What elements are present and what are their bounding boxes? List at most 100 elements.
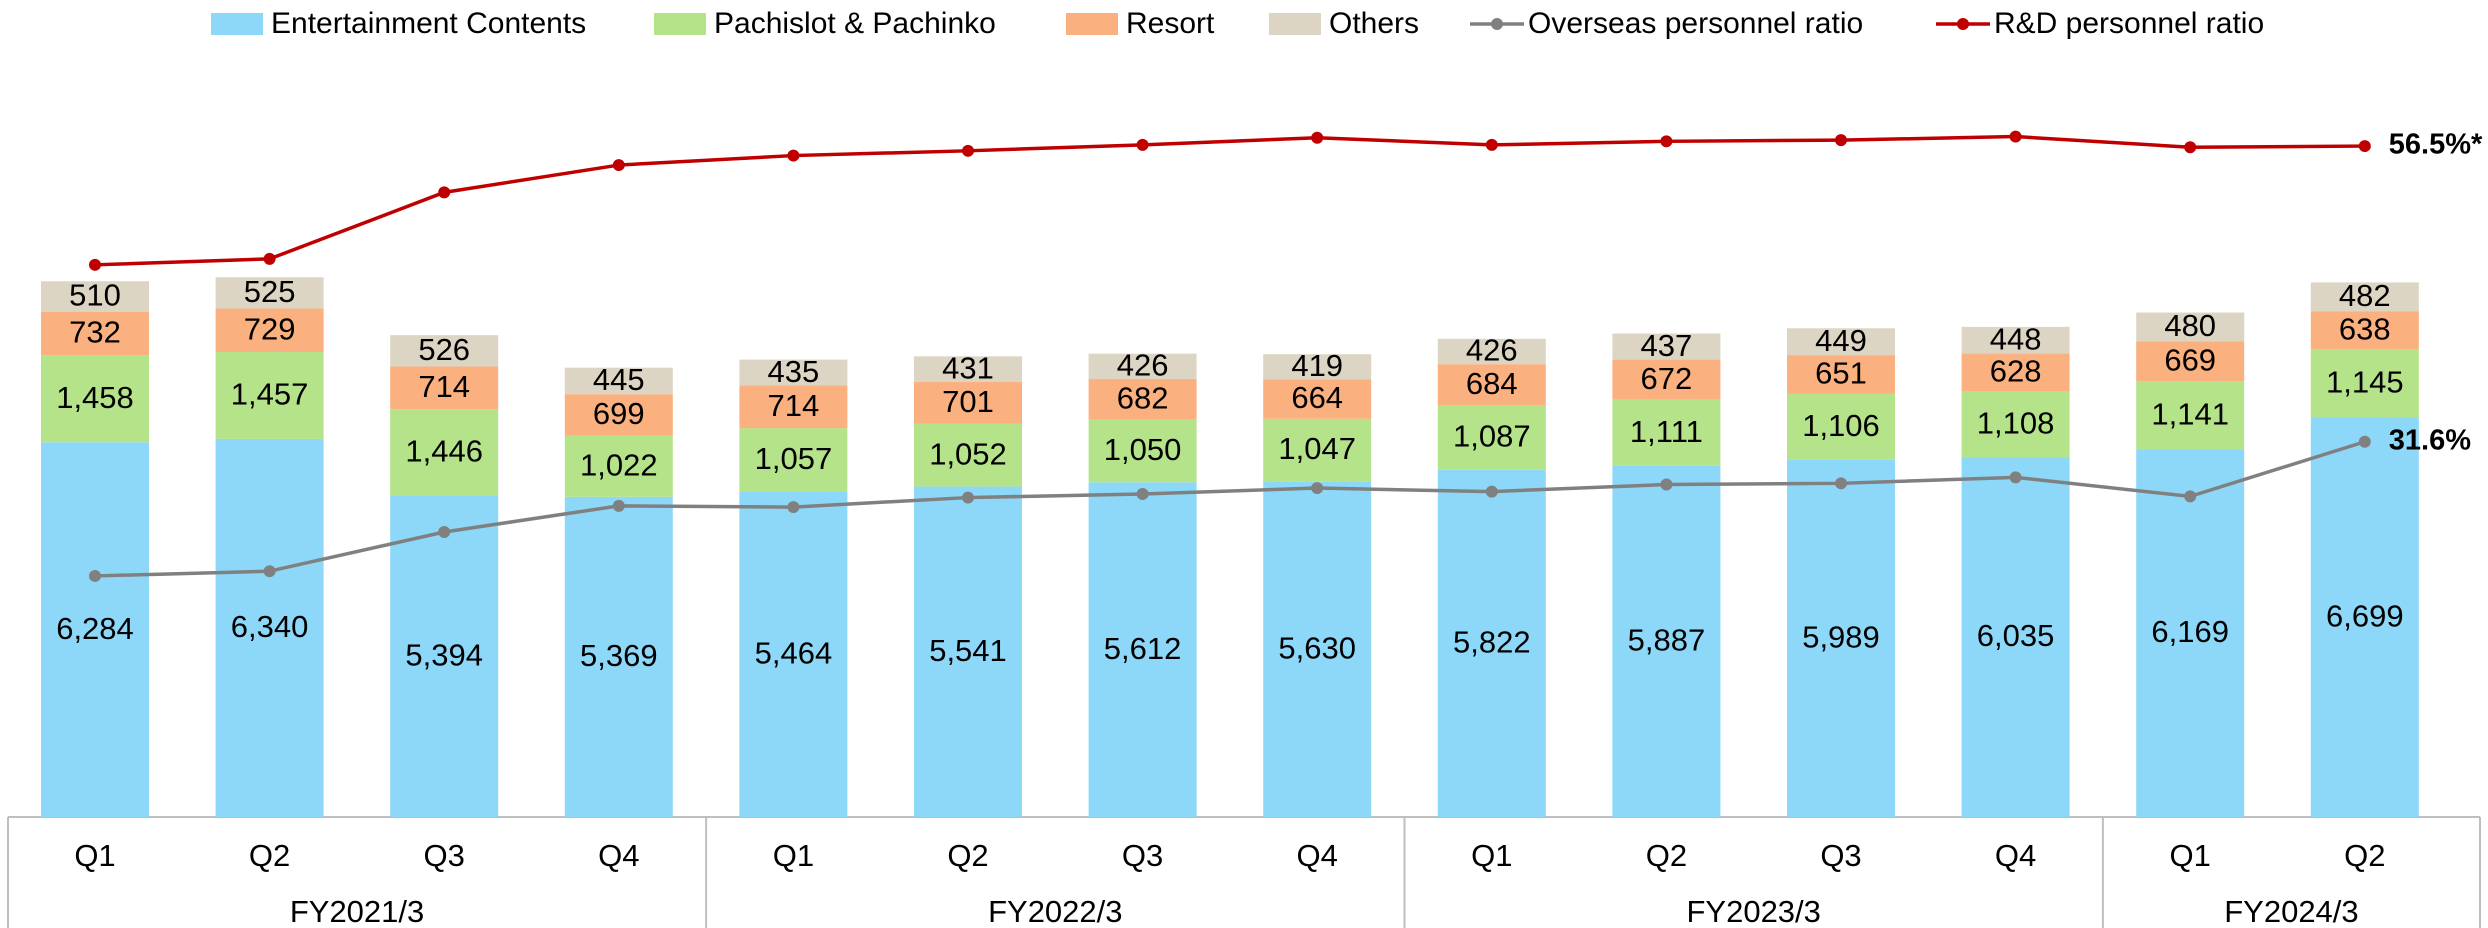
bar-segment <box>1263 379 1372 419</box>
bar-segment <box>390 366 499 410</box>
bar-label: 510 <box>69 278 121 313</box>
legend-label: Overseas personnel ratio <box>1528 7 1863 40</box>
legend-swatch <box>211 13 263 35</box>
bar-segment <box>564 496 673 817</box>
bar-label: 664 <box>1291 380 1343 415</box>
bar-label: 5,822 <box>1453 625 1531 660</box>
bar-segment <box>1961 391 2070 458</box>
bar-label: 699 <box>593 396 645 431</box>
bar-segment <box>1961 326 2070 354</box>
x-tick-label: Q1 <box>1471 838 1512 873</box>
bar-segment <box>1612 465 1721 817</box>
bar-label: 6,340 <box>231 609 309 644</box>
bar-label: 5,541 <box>929 633 1007 668</box>
bar-label: 684 <box>1466 366 1518 401</box>
legend-label: Entertainment Contents <box>271 7 586 40</box>
line-point <box>1136 488 1149 500</box>
x-tick-label: Q2 <box>2344 838 2385 873</box>
legend-swatch <box>1066 13 1118 35</box>
bar-segment <box>914 382 1022 424</box>
bar-segment <box>564 435 673 497</box>
x-tick-label: Q1 <box>2170 838 2211 873</box>
bar-segment <box>1263 354 1372 380</box>
bar-segment <box>215 352 324 439</box>
bar-label: 669 <box>2164 342 2216 377</box>
bar-label: 638 <box>2339 311 2391 346</box>
bar-label: 5,630 <box>1278 630 1356 665</box>
legend-point <box>1957 18 1969 30</box>
bar-label: 1,458 <box>56 380 134 415</box>
bar-segment <box>2136 381 2245 450</box>
line-point <box>1485 485 1498 498</box>
group-label: FY2024/3 <box>2224 894 2358 928</box>
bar-segment <box>914 486 1022 817</box>
bar-label: 6,699 <box>2326 598 2404 633</box>
bar-segment <box>390 335 499 367</box>
bar-label: 1,106 <box>1802 408 1880 443</box>
bar-label: 1,111 <box>1630 414 1703 449</box>
bar-label: 449 <box>1815 323 1867 358</box>
bar-segment <box>1437 469 1546 817</box>
bar-segment <box>739 359 848 386</box>
x-tick-label: Q3 <box>1122 838 1163 873</box>
line-point <box>1835 134 1847 147</box>
bar-segment <box>1961 353 2070 392</box>
bar-label: 5,464 <box>755 635 833 670</box>
bar-label: 1,052 <box>929 436 1007 471</box>
x-tick-label: Q1 <box>773 838 814 873</box>
bar-label: 426 <box>1117 348 1169 383</box>
bar-label: 480 <box>2164 308 2216 343</box>
bar-segment <box>1437 404 1546 470</box>
line-point <box>1660 478 1673 491</box>
bar-segment <box>2136 341 2245 382</box>
bar-segment <box>1787 328 1895 356</box>
bar-segment <box>1961 457 2070 817</box>
bar-segment <box>739 428 848 492</box>
legend-swatch <box>1269 13 1321 35</box>
line <box>94 134 2365 267</box>
line-point <box>962 491 974 504</box>
bar-label: 525 <box>244 274 296 309</box>
bar-segment <box>390 409 499 496</box>
legend-label: R&D personnel ratio <box>1994 7 2264 40</box>
line-point <box>263 565 276 578</box>
bar-segment <box>2136 449 2245 817</box>
bar-label: 5,394 <box>405 637 483 672</box>
line-point <box>2184 141 2197 154</box>
bar-label: 1,145 <box>2326 365 2404 400</box>
bar-label: 1,457 <box>231 377 309 412</box>
bar-segment <box>1437 338 1546 365</box>
group-label: FY2022/3 <box>988 894 1122 928</box>
line-point <box>2358 140 2371 153</box>
bar-label: 701 <box>942 384 994 419</box>
bar-label: 6,035 <box>1977 618 2055 653</box>
line-point <box>1311 482 1324 495</box>
bar-label: 482 <box>2339 278 2391 313</box>
bar-segment <box>1787 393 1895 460</box>
bar-label: 5,369 <box>580 638 658 673</box>
bar-segment <box>41 442 149 817</box>
bar-segment <box>1612 359 1721 400</box>
bar-segment <box>1437 364 1546 405</box>
x-tick-label: Q3 <box>1820 838 1861 873</box>
line-point <box>2009 130 2022 143</box>
bar-label: 6,169 <box>2151 614 2229 649</box>
line-point <box>2184 490 2197 503</box>
bar-segment <box>1612 333 1721 360</box>
x-tick-label: Q2 <box>249 838 290 873</box>
group-label: FY2023/3 <box>1686 894 1820 928</box>
bar-label: 651 <box>1815 356 1867 391</box>
bar-segment <box>1088 379 1197 420</box>
bar-label: 437 <box>1641 328 1693 363</box>
bar-segment <box>1088 419 1197 483</box>
bar-segment <box>739 385 848 429</box>
bar-segment <box>41 311 149 356</box>
bar-label: 445 <box>593 362 645 397</box>
line-point <box>612 159 625 172</box>
bar-label: 1,057 <box>755 441 833 476</box>
bar-segment <box>41 281 149 312</box>
bar-label: 5,612 <box>1104 631 1182 666</box>
bar-label: 1,050 <box>1104 432 1182 467</box>
line-point <box>962 144 974 157</box>
